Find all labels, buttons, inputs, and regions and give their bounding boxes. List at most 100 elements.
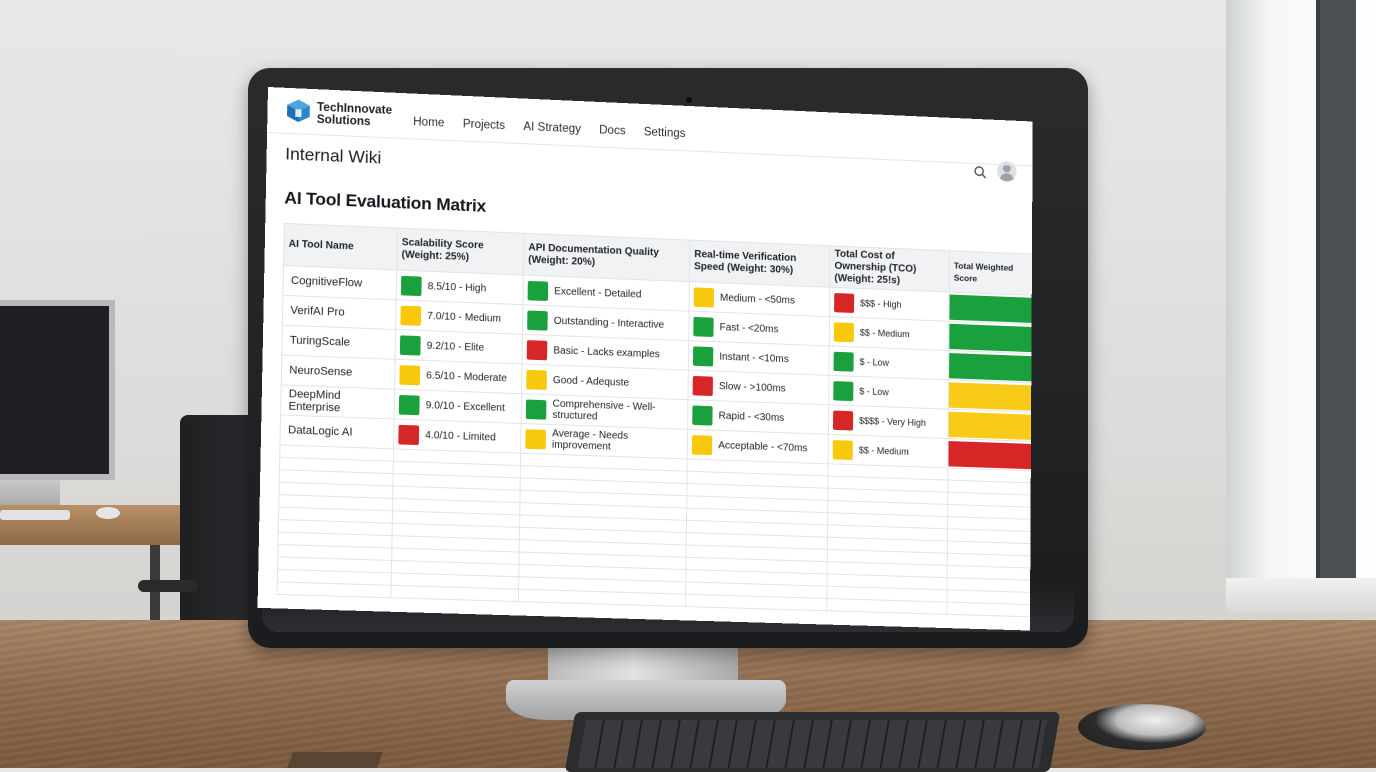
rating-text: $$ - Medium xyxy=(859,444,909,457)
rating-text: 4.0/10 - Limited xyxy=(425,429,496,443)
tool-name-cell[interactable]: DeepMind Enterprise xyxy=(281,385,395,419)
search-icon[interactable] xyxy=(973,165,987,180)
tco-cell[interactable]: $$ - Medium xyxy=(828,434,948,468)
total-score-bar-green xyxy=(949,353,1031,381)
total-score-cell[interactable] xyxy=(948,409,1031,441)
rating-text: Slow - >100ms xyxy=(719,380,786,394)
rating-text: $$$$ - Very High xyxy=(859,415,926,429)
monitor-screen: TechInnovate Solutions Home Projects AI … xyxy=(258,87,1033,631)
rating: 7.0/10 - Medium xyxy=(400,305,518,329)
rating: 8.5/10 - High xyxy=(401,275,519,299)
tool-name-cell[interactable]: DataLogic AI xyxy=(280,415,394,449)
tool-name-cell[interactable]: NeuroSense xyxy=(281,355,395,389)
total-score-bar-green xyxy=(949,323,1031,351)
rating: Comprehensive - Well-structured xyxy=(526,397,684,425)
status-indicator-green xyxy=(693,346,713,366)
total-score-cell[interactable] xyxy=(949,321,1032,353)
rating: $$$ - High xyxy=(834,292,945,316)
status-indicator-yellow xyxy=(526,369,547,389)
rating-text: Basic - Lacks examples xyxy=(553,345,660,360)
total-score-bar-green xyxy=(949,294,1031,322)
rating-text: Acceptable - <70ms xyxy=(718,440,807,454)
tool-name-cell[interactable]: VerifAI Pro xyxy=(282,295,396,329)
tco-cell[interactable]: $ - Low xyxy=(829,375,949,409)
total-score-bar-red xyxy=(948,441,1030,469)
total-score-cell[interactable] xyxy=(948,438,1031,470)
nav-home[interactable]: Home xyxy=(413,116,445,130)
rating-text: $$ - Medium xyxy=(860,327,910,340)
status-indicator-yellow xyxy=(833,440,853,460)
speed-cell[interactable]: Acceptable - <70ms xyxy=(687,429,828,463)
empty-cell[interactable] xyxy=(277,582,391,598)
total-score-cell[interactable] xyxy=(949,292,1032,324)
rating-text: $$$ - High xyxy=(860,298,901,311)
status-indicator-red xyxy=(834,292,854,312)
nav-settings[interactable]: Settings xyxy=(644,126,686,140)
tco-cell[interactable]: $$ - Medium xyxy=(829,317,949,351)
rating: $$ - Medium xyxy=(833,440,944,463)
rating-text: 9.2/10 - Elite xyxy=(427,340,485,353)
scalability-cell[interactable]: 9.2/10 - Elite xyxy=(395,330,522,364)
scalability-cell[interactable]: 6.5/10 - Moderate xyxy=(395,359,522,393)
column-header-total-score[interactable]: Total Weighted Score xyxy=(949,251,1032,296)
rating: $$$$ - Very High xyxy=(833,410,944,433)
empty-cell[interactable] xyxy=(391,585,519,601)
tco-cell[interactable]: $ - Low xyxy=(829,346,949,380)
scalability-cell[interactable]: 7.0/10 - Medium xyxy=(396,300,523,335)
rating: Rapid - <30ms xyxy=(692,405,824,429)
status-indicator-green xyxy=(526,399,547,419)
scalability-cell[interactable]: 4.0/10 - Limited xyxy=(394,419,522,453)
empty-cell[interactable] xyxy=(947,602,1031,617)
rating-text: Outstanding - Interactive xyxy=(554,315,665,330)
brand-name[interactable]: TechInnovate Solutions xyxy=(317,101,393,129)
status-indicator-green xyxy=(692,405,712,425)
column-header-verification-speed[interactable]: Real-time Verification Speed (Weight: 30… xyxy=(689,240,830,287)
status-indicator-green xyxy=(833,381,853,401)
nav-projects[interactable]: Projects xyxy=(463,118,505,132)
status-indicator-green xyxy=(527,310,548,330)
tco-cell[interactable]: $$$ - High xyxy=(830,287,950,321)
rating: Fast - <20ms xyxy=(693,316,825,340)
rating-text: Rapid - <30ms xyxy=(719,410,785,424)
rating: 9.2/10 - Elite xyxy=(400,335,518,359)
desk-item xyxy=(287,752,383,768)
column-header-tco[interactable]: Total Cost of Ownership (TCO) (Weight: 2… xyxy=(830,246,950,292)
column-header-api-docs[interactable]: API Documentation Quality (Weight: 20%) xyxy=(523,233,690,281)
scalability-cell[interactable]: 8.5/10 - High xyxy=(396,270,523,305)
page-title: AI Tool Evaluation Matrix xyxy=(284,188,486,217)
rating: Medium - <50ms xyxy=(694,287,826,311)
nav-docs[interactable]: Docs xyxy=(599,124,626,137)
rating: Acceptable - <70ms xyxy=(692,435,824,459)
status-indicator-yellow xyxy=(525,429,546,449)
total-score-bar-yellow xyxy=(949,411,1031,439)
keyboard xyxy=(565,712,1061,772)
rating-text: 7.0/10 - Medium xyxy=(427,310,501,324)
rating-text: 6.5/10 - Moderate xyxy=(426,370,507,384)
tool-name-cell[interactable]: TuringScale xyxy=(282,325,396,359)
wiki-page: TechInnovate Solutions Home Projects AI … xyxy=(258,87,1033,631)
total-score-cell[interactable] xyxy=(949,350,1032,382)
column-header-scalability[interactable]: Scalability Score (Weight: 25%) xyxy=(397,228,524,275)
evaluation-matrix-table: AI Tool Name Scalability Score (Weight: … xyxy=(277,223,1033,617)
background-monitor xyxy=(0,300,115,480)
status-indicator-green xyxy=(399,394,420,414)
rating-text: Excellent - Detailed xyxy=(554,285,641,300)
rating: Instant - <10ms xyxy=(693,346,825,370)
total-score-cell[interactable] xyxy=(948,380,1031,412)
webcam xyxy=(686,97,692,103)
rating: $ - Low xyxy=(834,351,945,374)
status-indicator-green xyxy=(693,316,713,336)
scalability-cell[interactable]: 9.0/10 - Excellent xyxy=(394,389,521,423)
rating-text: Good - Adequste xyxy=(553,374,629,388)
column-header-tool-name[interactable]: AI Tool Name xyxy=(284,223,398,270)
rating: 9.0/10 - Excellent xyxy=(399,394,517,418)
rating-text: $ - Low xyxy=(860,356,890,368)
status-indicator-red xyxy=(398,424,419,444)
empty-cell[interactable] xyxy=(827,598,947,614)
tco-cell[interactable]: $$$$ - Very High xyxy=(828,405,948,439)
tool-name-cell[interactable]: CognitiveFlow xyxy=(283,266,397,300)
rating-text: $ - Low xyxy=(859,386,889,398)
rating: Basic - Lacks examples xyxy=(527,340,684,365)
rating: 4.0/10 - Limited xyxy=(398,424,516,448)
nav-ai-strategy[interactable]: AI Strategy xyxy=(523,121,581,136)
